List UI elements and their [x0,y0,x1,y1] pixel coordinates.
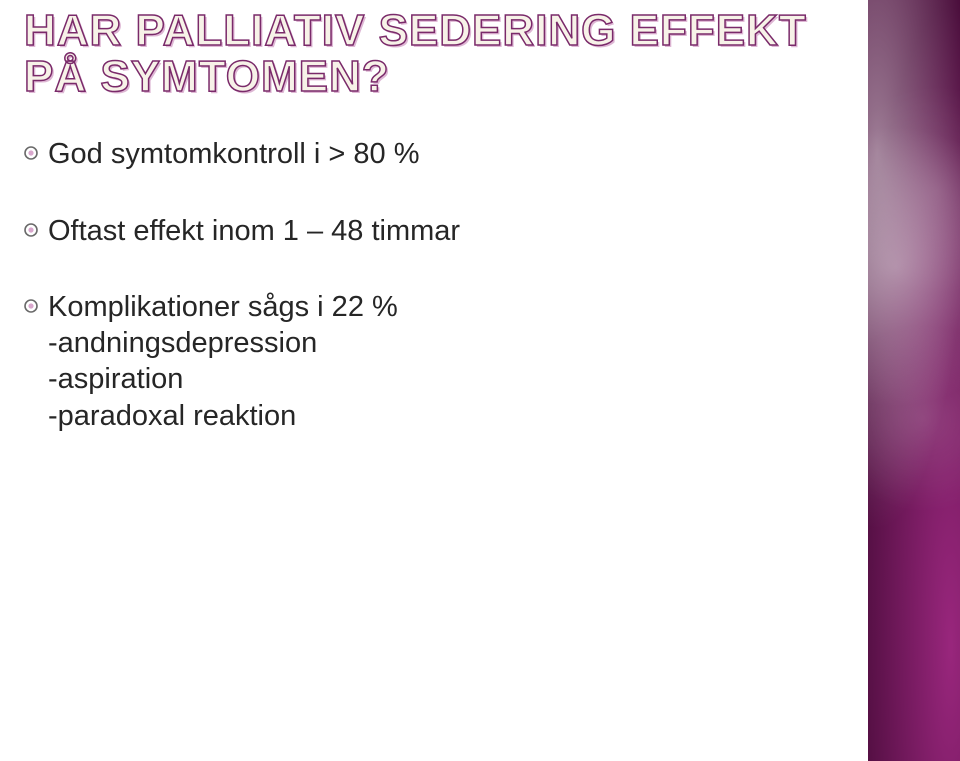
bullet-subline: -aspiration [48,361,398,397]
bullet-subline: -andningsdepression [48,325,398,361]
bullet-item: God symtomkontroll i > 80 % [24,136,830,172]
side-panel [868,0,960,761]
gutter-spacer [854,0,868,761]
bullet-item: Komplikationer sågs i 22 % -andningsdepr… [24,289,830,434]
bullet-text: Komplikationer sågs i 22 % [48,289,398,325]
body-block: God symtomkontroll i > 80 % Oftast effek… [0,100,854,434]
bullet-text: Oftast effekt inom 1 – 48 timmar [48,213,460,249]
slide-content-area: HAR PALLIATIV SEDERING EFFEKT PÅ SYMTOME… [0,0,854,761]
bullet-subline: -paradoxal reaktion [48,398,398,434]
title-line-2: PÅ SYMTOMEN? [24,52,390,101]
bullet-text-group: Komplikationer sågs i 22 % -andningsdepr… [48,289,398,434]
slide-title: HAR PALLIATIV SEDERING EFFEKT PÅ SYMTOME… [24,8,830,100]
title-block: HAR PALLIATIV SEDERING EFFEKT PÅ SYMTOME… [0,0,854,100]
bullet-target-icon [24,223,38,237]
side-panel-photo [868,0,960,761]
bullet-text: God symtomkontroll i > 80 % [48,136,420,172]
side-panel-inner [868,0,960,761]
bullet-target-icon [24,299,38,313]
bullet-target-icon [24,146,38,160]
bullet-item: Oftast effekt inom 1 – 48 timmar [24,213,830,249]
title-line-1: HAR PALLIATIV SEDERING EFFEKT [24,6,807,55]
